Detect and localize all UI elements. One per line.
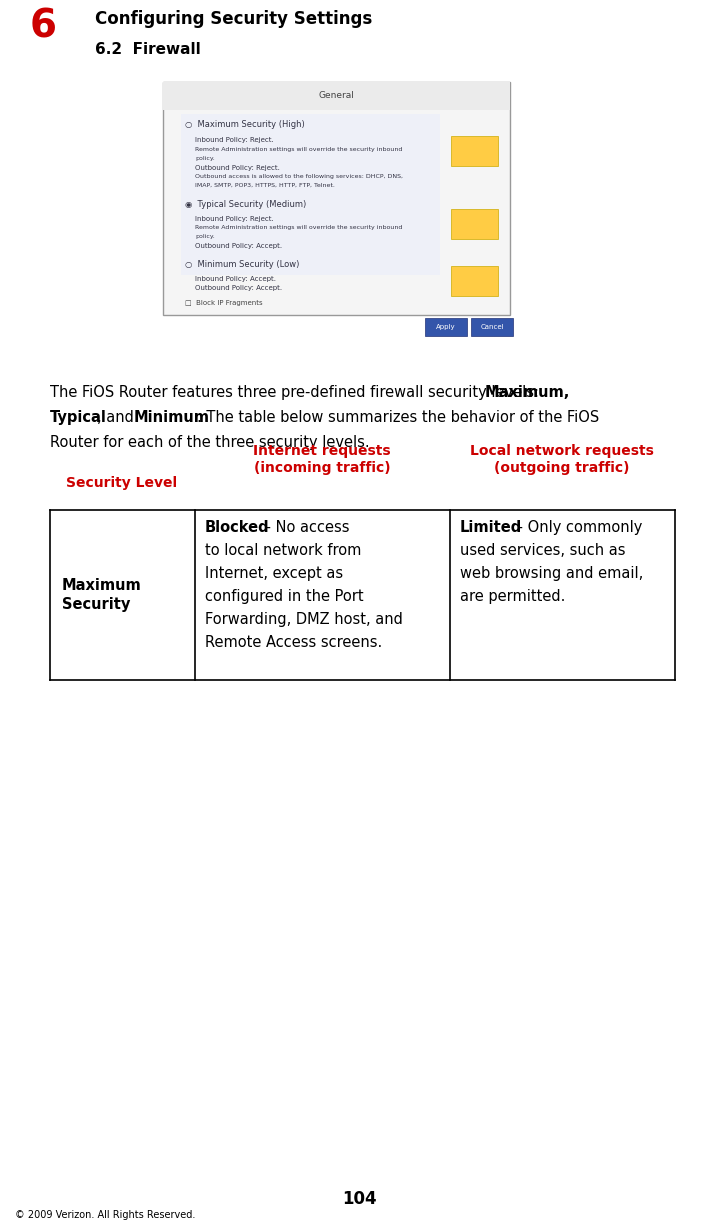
- Text: Blocked: Blocked: [205, 520, 270, 535]
- Text: . The table below summarizes the behavior of the FiOS: . The table below summarizes the behavio…: [197, 410, 599, 425]
- Text: The FiOS Router features three pre-defined firewall security levels:: The FiOS Router features three pre-defin…: [50, 385, 539, 400]
- Text: used services, such as: used services, such as: [460, 544, 626, 558]
- Text: 104: 104: [342, 1190, 377, 1209]
- Text: policy.: policy.: [195, 234, 215, 239]
- Text: to local network from: to local network from: [205, 544, 362, 558]
- Text: Remote Administration settings will override the security inbound: Remote Administration settings will over…: [195, 225, 403, 229]
- Text: 6.2  Firewall: 6.2 Firewall: [95, 42, 201, 56]
- Text: Outbound access is allowed to the following services: DHCP, DNS,: Outbound access is allowed to the follow…: [195, 174, 403, 179]
- Text: Security Level: Security Level: [66, 476, 178, 490]
- Text: □  Block IP Fragments: □ Block IP Fragments: [185, 299, 262, 306]
- Text: Internet requests
(incoming traffic): Internet requests (incoming traffic): [253, 444, 391, 475]
- Text: Typical: Typical: [50, 410, 107, 425]
- FancyBboxPatch shape: [425, 318, 467, 336]
- FancyBboxPatch shape: [452, 209, 498, 239]
- Text: Inbound Policy: Reject.: Inbound Policy: Reject.: [195, 216, 274, 222]
- Text: ◉  Typical Security (Medium): ◉ Typical Security (Medium): [185, 200, 306, 209]
- Text: ○  Minimum Security (Low): ○ Minimum Security (Low): [185, 260, 299, 269]
- Text: , and: , and: [97, 410, 139, 425]
- Text: Remote Access screens.: Remote Access screens.: [205, 636, 383, 650]
- Text: Cancel: Cancel: [480, 324, 504, 330]
- Text: © 2009 Verizon. All Rights Reserved.: © 2009 Verizon. All Rights Reserved.: [15, 1210, 196, 1220]
- FancyBboxPatch shape: [471, 318, 513, 336]
- Text: Internet, except as: Internet, except as: [205, 566, 343, 582]
- Text: Forwarding, DMZ host, and: Forwarding, DMZ host, and: [205, 612, 403, 627]
- FancyBboxPatch shape: [452, 136, 498, 166]
- Text: Outbound Policy: Accept.: Outbound Policy: Accept.: [195, 243, 282, 249]
- Text: Router for each of the three security levels.: Router for each of the three security le…: [50, 436, 370, 450]
- Text: Local network requests
(outgoing traffic): Local network requests (outgoing traffic…: [470, 444, 654, 475]
- Text: Inbound Policy: Reject.: Inbound Policy: Reject.: [195, 137, 274, 144]
- Text: ○  Maximum Security (High): ○ Maximum Security (High): [185, 120, 305, 129]
- Text: Limited: Limited: [460, 520, 522, 535]
- Text: Maximum
Security: Maximum Security: [62, 578, 142, 612]
- Text: 6: 6: [30, 9, 57, 45]
- Text: Maximum,: Maximum,: [485, 385, 570, 400]
- FancyBboxPatch shape: [163, 82, 510, 315]
- Text: policy.: policy.: [195, 156, 215, 161]
- Text: Configuring Security Settings: Configuring Security Settings: [95, 10, 372, 28]
- Text: Remote Administration settings will override the security inbound: Remote Administration settings will over…: [195, 147, 403, 152]
- Text: Outbound Policy: Reject.: Outbound Policy: Reject.: [195, 164, 280, 171]
- FancyBboxPatch shape: [163, 82, 510, 110]
- Text: Minimum: Minimum: [134, 410, 210, 425]
- Text: configured in the Port: configured in the Port: [205, 589, 364, 604]
- Text: Apply: Apply: [436, 324, 456, 330]
- Text: are permitted.: are permitted.: [460, 589, 565, 604]
- FancyBboxPatch shape: [452, 266, 498, 296]
- FancyBboxPatch shape: [181, 114, 440, 275]
- Text: IMAP, SMTP, POP3, HTTPS, HTTP, FTP, Telnet.: IMAP, SMTP, POP3, HTTPS, HTTP, FTP, Teln…: [195, 183, 335, 188]
- Text: web browsing and email,: web browsing and email,: [460, 566, 644, 582]
- Text: - No access: - No access: [261, 520, 349, 535]
- Text: Inbound Policy: Accept.: Inbound Policy: Accept.: [195, 276, 276, 282]
- Text: General: General: [319, 92, 354, 101]
- Text: Outbound Policy: Accept.: Outbound Policy: Accept.: [195, 285, 282, 291]
- Text: - Only commonly: - Only commonly: [513, 520, 642, 535]
